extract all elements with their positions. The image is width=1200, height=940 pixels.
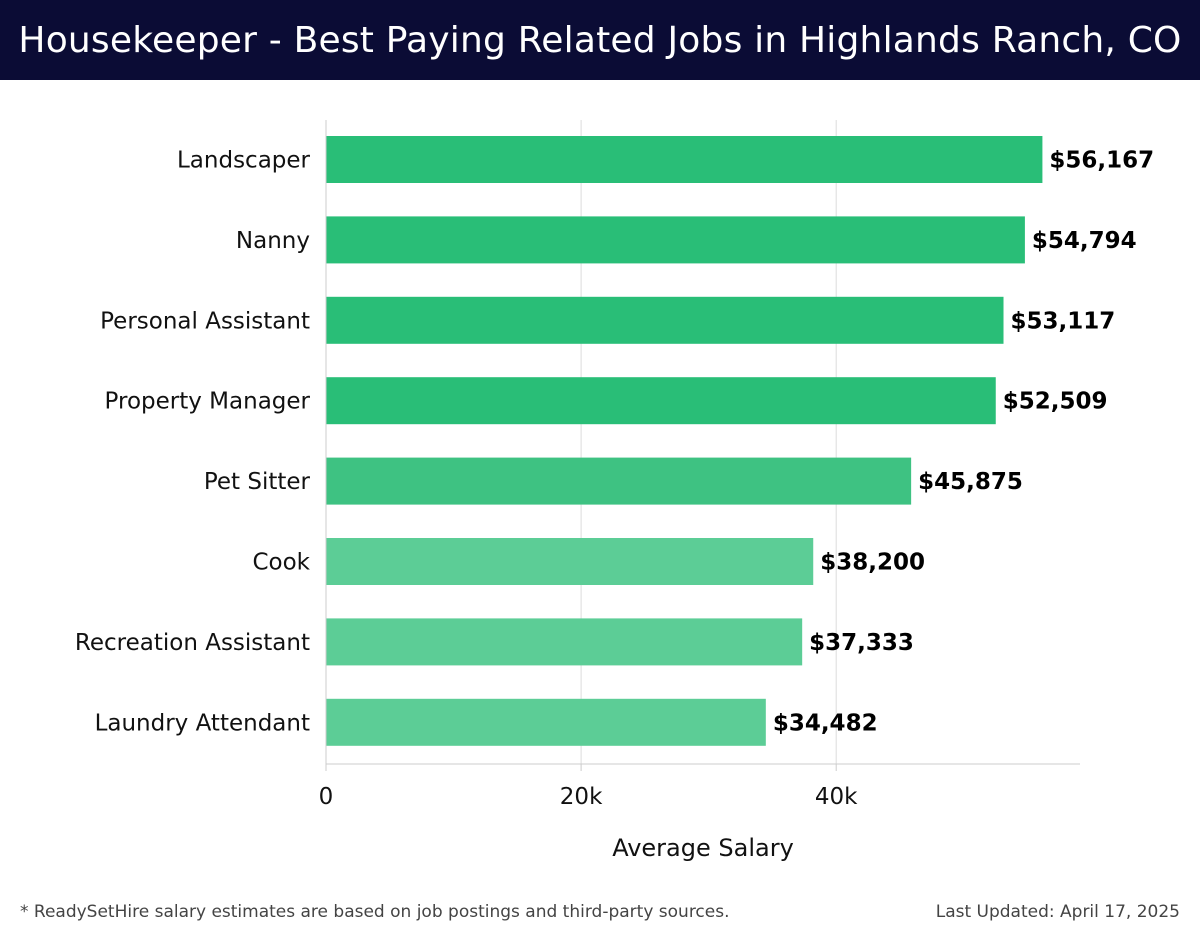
bar [326, 216, 1025, 264]
bars: $56,167 $54,794 $53,117 $52,509 $45,875 $38,2… [326, 136, 1154, 746]
page-title: Housekeeper - Best Paying Related Jobs i… [18, 19, 1182, 61]
value-label: $52,509 [1003, 389, 1108, 415]
category-label: Recreation Assistant [75, 630, 310, 656]
value-label: $53,117 [1011, 308, 1116, 334]
footer-note: * ReadySetHire salary estimates are base… [20, 902, 730, 922]
bar [326, 618, 803, 666]
category-label: Property Manager [105, 389, 311, 415]
salary-bar-chart: $56,167 $54,794 $53,117 $52,509 $45,875 $38,2… [75, 120, 1154, 862]
x-axis-title: Average Salary [612, 834, 794, 862]
category-label: Pet Sitter [204, 469, 311, 495]
bar [326, 377, 996, 425]
bar [326, 698, 766, 746]
value-label: $38,200 [820, 550, 925, 576]
value-label: $34,482 [773, 710, 878, 736]
category-label: Nanny [236, 228, 310, 254]
value-label: $54,794 [1032, 228, 1137, 254]
category-label: Landscaper [177, 148, 311, 174]
value-label: $56,167 [1049, 148, 1154, 174]
category-label: Personal Assistant [100, 308, 310, 334]
bar [326, 296, 1004, 344]
axes: Landscaper Nanny Personal Assistant Propert… [75, 120, 1080, 810]
bar [326, 136, 1043, 183]
last-updated: Last Updated: April 17, 2025 [935, 902, 1180, 922]
bar [326, 538, 814, 585]
x-tick-label: 40k [815, 784, 858, 810]
x-tick-label: 0 [319, 784, 334, 810]
value-label: $45,875 [918, 469, 1023, 495]
category-label: Cook [252, 550, 310, 576]
value-label: $37,333 [809, 630, 914, 656]
x-tick-label: 20k [560, 784, 603, 810]
title-bar: Housekeeper - Best Paying Related Jobs i… [0, 0, 1200, 80]
bar [326, 457, 912, 505]
category-label: Laundry Attendant [95, 710, 310, 736]
